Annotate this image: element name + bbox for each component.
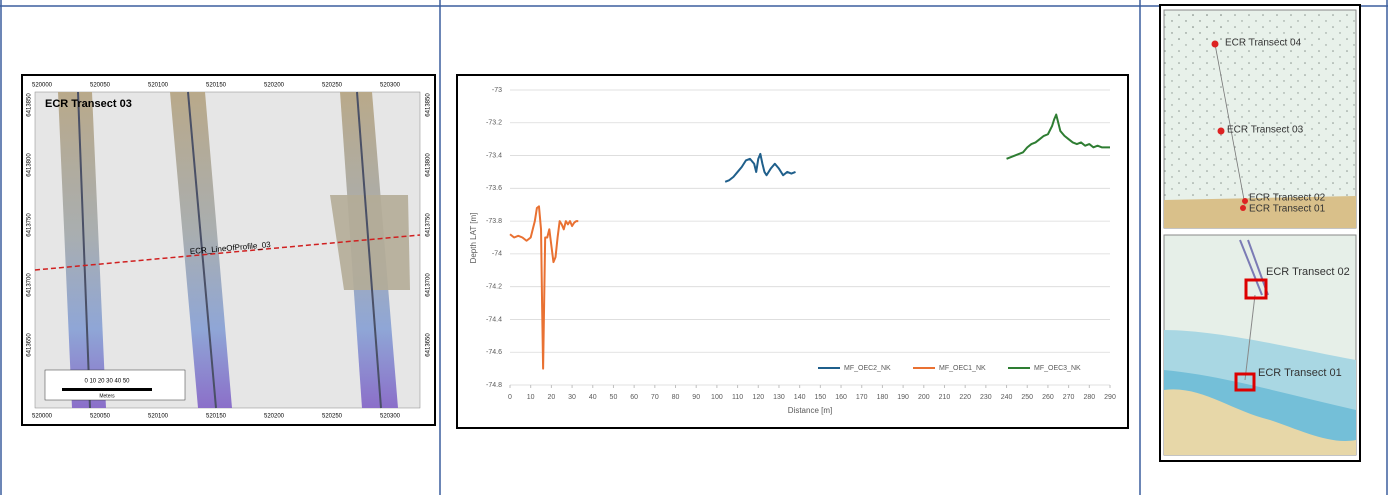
y-tick-label: -73.6 bbox=[486, 185, 502, 192]
y-tick-label: -74.2 bbox=[486, 284, 502, 291]
northing-label: 6413850 bbox=[426, 93, 432, 117]
northing-label: 6413700 bbox=[426, 273, 432, 297]
scale-unit: Meters bbox=[99, 393, 115, 399]
northing-label: 6413850 bbox=[27, 93, 33, 117]
page: ECR Transect 03 ECR_LineOfProfile_03 0 1… bbox=[0, 0, 1388, 495]
easting-label: 520050 bbox=[90, 414, 111, 420]
x-tick-label: 220 bbox=[959, 394, 971, 401]
x-tick-label: 40 bbox=[589, 394, 597, 401]
x-tick-label: 10 bbox=[527, 394, 535, 401]
map-label: ECR Transect 04 bbox=[1225, 38, 1302, 49]
map-label: ECR Transect 01 bbox=[1258, 367, 1342, 379]
y-tick-label: -73.2 bbox=[486, 120, 502, 127]
chart: Depth LAT [m] Distance [m] -73 -73.2 -73.4… bbox=[457, 75, 1128, 428]
easting-label: 520300 bbox=[380, 414, 401, 420]
map-label: ECR Transect 02 bbox=[1266, 266, 1350, 278]
y-axis-label: Depth LAT [m] bbox=[469, 213, 478, 264]
x-tick-label: 70 bbox=[651, 394, 659, 401]
scale-numbers: 0 10 20 30 40 50 bbox=[84, 379, 130, 385]
northing-label: 6413750 bbox=[27, 213, 33, 237]
left-map: ECR Transect 03 ECR_LineOfProfile_03 0 1… bbox=[22, 75, 435, 425]
x-tick-label: 0 bbox=[508, 394, 512, 401]
y-tick-label: -74 bbox=[492, 251, 502, 258]
easting-label: 520250 bbox=[322, 83, 343, 89]
x-axis-label: Distance [m] bbox=[788, 406, 832, 415]
northing-label: 6413700 bbox=[27, 273, 33, 297]
y-tick-label: -74.6 bbox=[486, 349, 502, 356]
y-tick-label: -73.4 bbox=[486, 152, 502, 159]
x-tick-label: 210 bbox=[939, 394, 951, 401]
northing-label: 6413650 bbox=[27, 333, 33, 357]
x-tick-label: 90 bbox=[692, 394, 700, 401]
legend-label: MF_OEC3_NK bbox=[1034, 365, 1081, 372]
x-tick-label: 200 bbox=[918, 394, 930, 401]
x-tick-label: 270 bbox=[1063, 394, 1075, 401]
x-tick-label: 150 bbox=[815, 394, 827, 401]
x-tick-label: 60 bbox=[630, 394, 638, 401]
northing-label: 6413750 bbox=[426, 213, 432, 237]
x-tick-label: 170 bbox=[856, 394, 868, 401]
x-tick-label: 110 bbox=[732, 394, 743, 401]
legend-label: MF_OEC1_NK bbox=[939, 365, 986, 372]
x-tick-label: 250 bbox=[1021, 394, 1033, 401]
map-label: ECR Transect 03 bbox=[1227, 125, 1304, 136]
y-tick-label: -73.8 bbox=[486, 218, 502, 225]
x-tick-label: 160 bbox=[835, 394, 847, 401]
x-tick-label: 260 bbox=[1042, 394, 1054, 401]
map-title: ECR Transect 03 bbox=[45, 98, 132, 110]
x-tick-label: 190 bbox=[897, 394, 909, 401]
x-tick-label: 120 bbox=[752, 394, 764, 401]
easting-label: 520150 bbox=[206, 83, 227, 89]
x-tick-label: 230 bbox=[980, 394, 992, 401]
x-tick-label: 140 bbox=[794, 394, 806, 401]
northing-label: 6413800 bbox=[426, 153, 432, 177]
easting-label: 520200 bbox=[264, 414, 285, 420]
x-tick-label: 30 bbox=[568, 394, 576, 401]
easting-label: 520000 bbox=[32, 414, 53, 420]
x-tick-label: 180 bbox=[877, 394, 889, 401]
easting-label: 520150 bbox=[206, 414, 227, 420]
easting-label: 520000 bbox=[32, 83, 53, 89]
x-tick-label: 290 bbox=[1104, 394, 1116, 401]
legend-label: MF_OEC2_NK bbox=[844, 365, 891, 372]
easting-label: 520100 bbox=[148, 414, 169, 420]
easting-label: 520100 bbox=[148, 83, 169, 89]
right-maps: ECR Transect 04 ECR Transect 03 ECR Tran… bbox=[1160, 5, 1360, 461]
northing-label: 6413800 bbox=[27, 153, 33, 177]
x-tick-label: 50 bbox=[610, 394, 618, 401]
x-tick-label: 20 bbox=[547, 394, 555, 401]
easting-label: 520200 bbox=[264, 83, 285, 89]
y-tick-label: -74.8 bbox=[486, 382, 502, 389]
x-tick-label: 240 bbox=[1001, 394, 1013, 401]
x-tick-label: 130 bbox=[773, 394, 785, 401]
y-tick-label: -74.4 bbox=[486, 316, 502, 323]
easting-label: 520300 bbox=[380, 83, 401, 89]
northing-label: 6413650 bbox=[426, 333, 432, 357]
x-tick-label: 100 bbox=[711, 394, 723, 401]
x-tick-label: 80 bbox=[672, 394, 680, 401]
easting-label: 520050 bbox=[90, 83, 111, 89]
map-label: ECR Transect 02 bbox=[1249, 193, 1326, 204]
map-label: ECR Transect 01 bbox=[1249, 204, 1326, 215]
easting-label: 520250 bbox=[322, 414, 343, 420]
y-tick-label: -73 bbox=[492, 87, 502, 94]
x-tick-label: 280 bbox=[1083, 394, 1095, 401]
